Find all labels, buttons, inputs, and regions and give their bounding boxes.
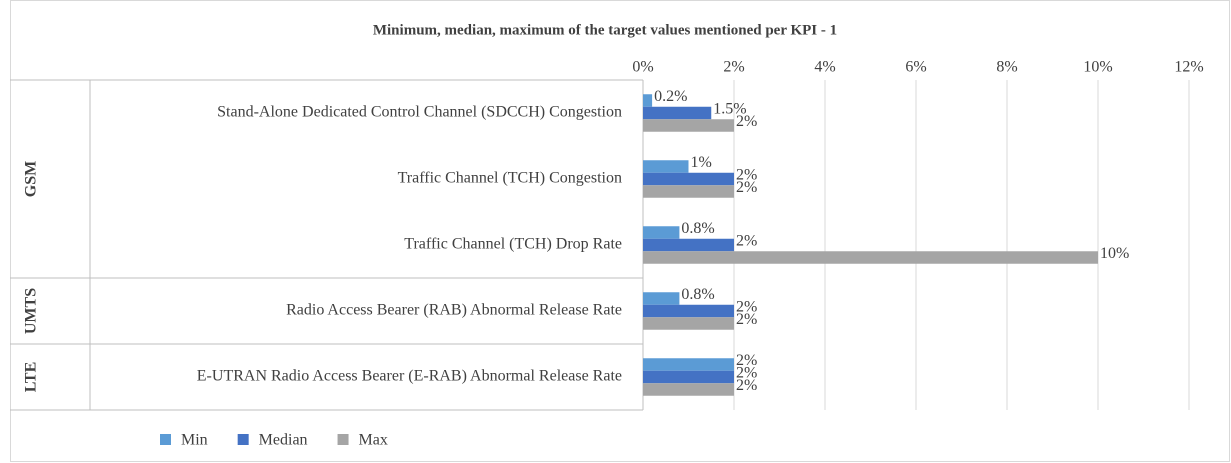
- group-label: GSM: [23, 161, 40, 197]
- chart-border: [10, 0, 1230, 462]
- bar: [643, 172, 734, 186]
- bar: [643, 370, 734, 384]
- legend-label: Max: [359, 432, 388, 449]
- bar: [643, 160, 689, 173]
- bar: [643, 292, 680, 305]
- x-tick-label: 0%: [632, 59, 653, 76]
- data-label: 0.8%: [681, 286, 714, 303]
- y-tick-label: E-UTRAN Radio Access Bearer (E-RAB) Abno…: [197, 368, 622, 385]
- x-tick-label: 2%: [723, 59, 744, 76]
- data-label: 2%: [736, 167, 757, 184]
- y-tick-label: Traffic Channel (TCH) Drop Rate: [404, 236, 622, 253]
- x-tick-label: 8%: [996, 59, 1017, 76]
- group-label: LTE: [23, 362, 40, 393]
- data-label: 0.2%: [654, 88, 687, 105]
- x-tick-label: 10%: [1083, 59, 1112, 76]
- chart-title: Minimum, median, maximum of the target v…: [373, 22, 837, 38]
- x-tick-label: 6%: [905, 59, 926, 76]
- data-label: 2%: [736, 113, 757, 130]
- data-label: 1%: [691, 154, 712, 171]
- legend-label: Median: [259, 432, 308, 449]
- bar: [643, 106, 712, 120]
- y-tick-label: Stand-Alone Dedicated Control Channel (S…: [217, 104, 622, 121]
- y-tick-label: Traffic Channel (TCH) Congestion: [398, 170, 622, 187]
- x-tick-label: 12%: [1174, 59, 1203, 76]
- bar: [643, 94, 653, 107]
- bar: [643, 119, 734, 132]
- bar: [643, 238, 734, 252]
- data-label: 1.5%: [713, 101, 746, 118]
- bar: [643, 226, 680, 239]
- data-label: 10%: [1100, 245, 1129, 262]
- bar: [643, 358, 734, 371]
- bar: [643, 251, 1098, 264]
- data-label: 2%: [736, 179, 757, 196]
- bar: [643, 304, 734, 318]
- bar: [643, 185, 734, 198]
- legend-swatch: [160, 434, 171, 445]
- data-label: 2%: [736, 311, 757, 328]
- data-label: 2%: [736, 233, 757, 250]
- data-label: 0.8%: [681, 220, 714, 237]
- legend-swatch: [237, 434, 249, 445]
- data-label: 2%: [736, 377, 757, 394]
- bar: [643, 383, 734, 396]
- data-label: 2%: [736, 365, 757, 382]
- legend-swatch: [337, 434, 349, 445]
- legend-label: Min: [181, 432, 208, 449]
- bar: [643, 317, 734, 330]
- data-label: 2%: [736, 352, 757, 369]
- data-label: 2%: [736, 299, 757, 316]
- group-label: UMTS: [23, 288, 40, 334]
- x-tick-label: 4%: [814, 59, 835, 76]
- y-tick-label: Radio Access Bearer (RAB) Abnormal Relea…: [286, 302, 622, 319]
